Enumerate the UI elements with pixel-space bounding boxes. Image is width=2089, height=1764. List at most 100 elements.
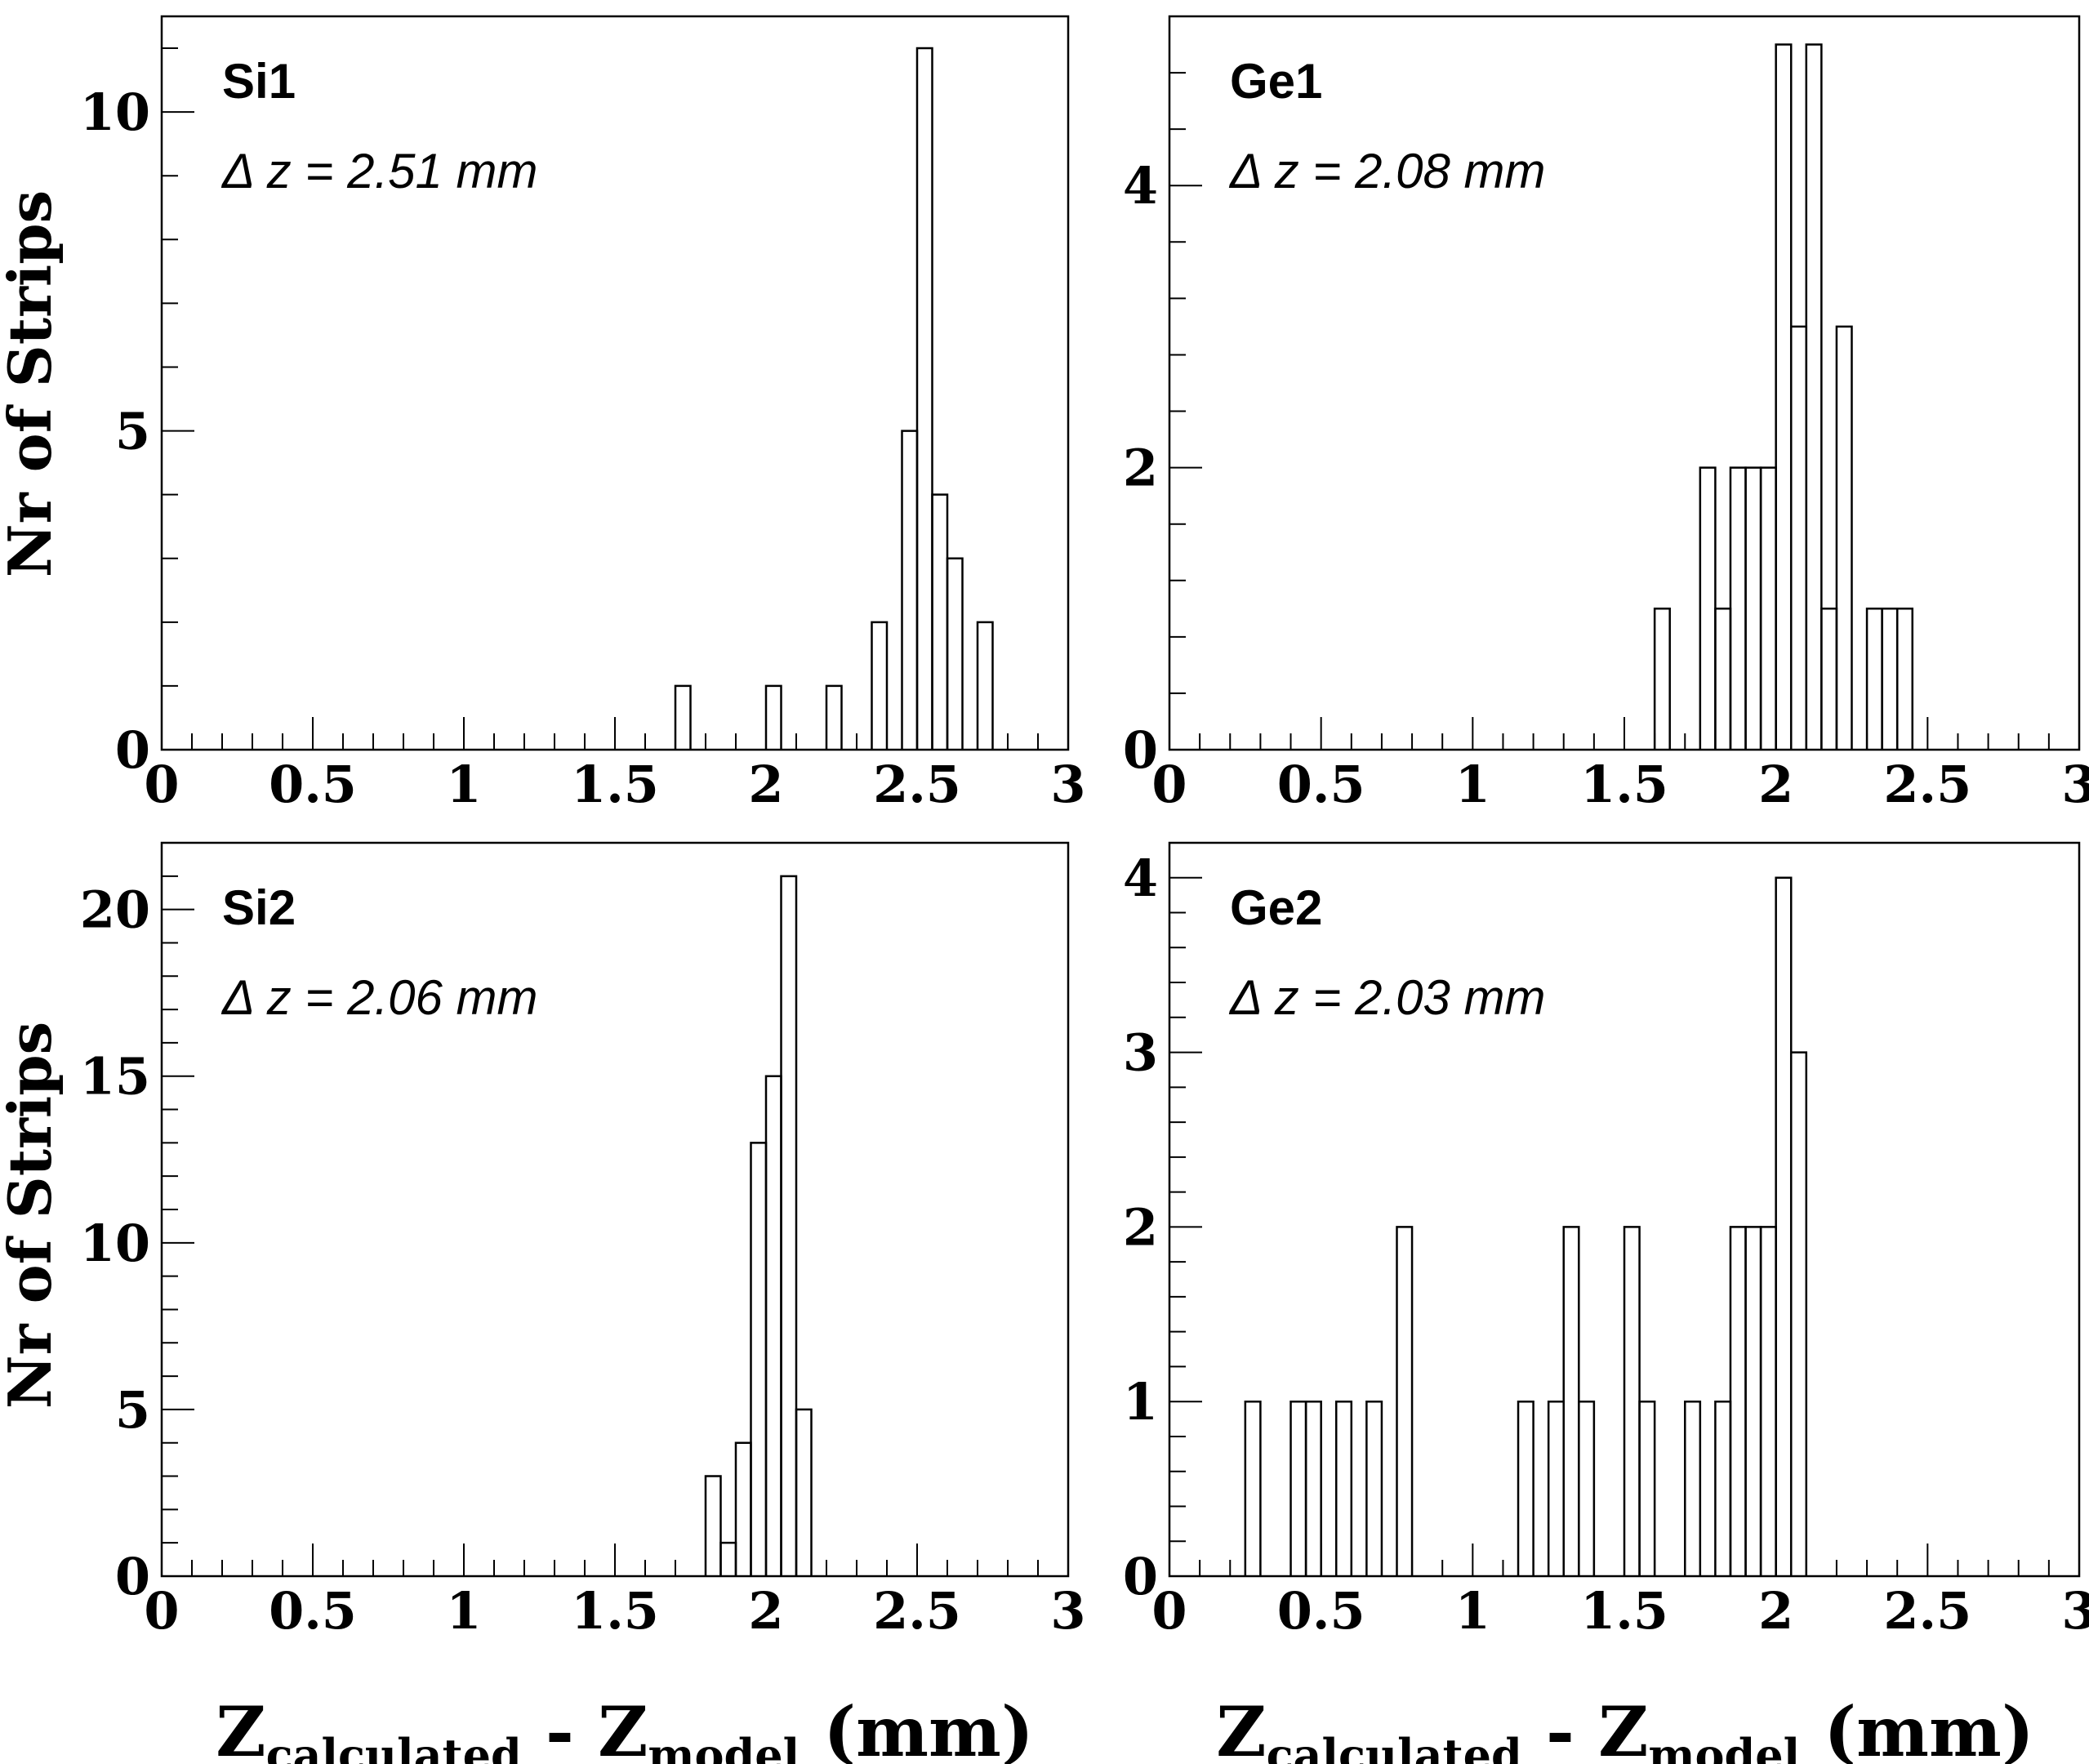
histogram-bin	[1744, 466, 1762, 750]
histogram-bin	[1244, 1400, 1262, 1576]
y-tick-label: 0	[1123, 720, 1158, 780]
x-tick-label: 3	[1050, 755, 1085, 814]
histogram-bin	[1789, 325, 1808, 750]
histogram-bin	[1578, 1400, 1596, 1576]
x-tick-label: 0	[1151, 755, 1187, 814]
histogram-bin	[976, 621, 994, 750]
histogram-bin	[795, 1408, 813, 1576]
histogram-bin	[1881, 608, 1899, 750]
y-tick-label: 2	[1123, 439, 1158, 498]
histogram-bin	[1789, 1051, 1808, 1576]
x-tick-label: 2.5	[1883, 1581, 1971, 1641]
histogram-bin	[764, 1075, 782, 1576]
x-tick-label: 0.5	[1277, 755, 1365, 814]
histogram-bin	[734, 1441, 752, 1576]
x-tick-label: 0.5	[269, 1581, 357, 1641]
x-axis-label-main: Z	[1216, 1691, 1266, 1764]
histogram-bin	[780, 875, 798, 1576]
y-tick-label: 10	[80, 82, 150, 142]
x-tick-label: 1.5	[571, 1581, 659, 1641]
panel-annotation: Δ z = 2.03 mm	[1228, 970, 1545, 1025]
histogram-bin	[1653, 608, 1671, 750]
x-tick-label: 2.5	[873, 755, 961, 814]
histogram-bin	[946, 557, 964, 750]
x-axis-label-sub1: calculated	[1267, 1729, 1522, 1764]
histogram-bin	[764, 684, 782, 750]
x-axis-label-sub2: model	[1648, 1729, 1800, 1764]
histogram-bin	[1895, 608, 1914, 750]
histogram-bin	[825, 684, 843, 750]
histogram-bin	[901, 430, 919, 750]
histogram-bin	[1820, 608, 1838, 750]
histogram-bin	[1775, 876, 1793, 1576]
panel-annotation: Δ z = 2.51 mm	[220, 144, 537, 198]
y-tick-label: 10	[80, 1214, 150, 1273]
y-axis-label-top: Nr of Strips	[0, 190, 65, 577]
panel-title: Si2	[222, 880, 296, 935]
histogram-bin	[1547, 1400, 1565, 1576]
histogram-bin	[1365, 1400, 1383, 1576]
x-tick-label: 0	[144, 1581, 179, 1641]
y-tick-label: 5	[115, 1380, 150, 1440]
x-tick-label: 2	[748, 755, 783, 814]
y-tick-label: 0	[1123, 1547, 1158, 1606]
x-axis-label-mid: - Z	[522, 1691, 648, 1764]
y-tick-label: 1	[1123, 1372, 1158, 1432]
x-axis-label-right: Zcalculated - Zmodel (mm)	[1216, 1691, 2033, 1764]
y-tick-label: 4	[1123, 849, 1158, 908]
y-tick-label: 20	[80, 880, 150, 940]
histogram-panel-ge2: 0 0.5 1 1.5 2 2.5 3 0 1 2 3 4 Ge2 Δ z = 2.03 mm	[1123, 841, 2089, 1641]
histogram-bin	[719, 1541, 737, 1576]
x-tick-label: 3	[2061, 1581, 2089, 1641]
x-tick-label: 1	[446, 755, 481, 814]
y-tick-label: 3	[1123, 1023, 1158, 1083]
histogram-bin	[1835, 325, 1853, 750]
panel-annotation: Δ z = 2.08 mm	[1228, 144, 1545, 198]
y-tick-label: 5	[115, 402, 150, 461]
histogram-bin	[1729, 466, 1747, 750]
x-tick-label: 1	[1455, 755, 1490, 814]
panel-title: Si1	[222, 54, 296, 109]
x-tick-label: 0	[144, 755, 179, 814]
plot-frame	[160, 841, 1070, 1578]
histogram-bin	[1623, 1226, 1641, 1576]
x-tick-label: 1.5	[1580, 1581, 1668, 1641]
histogram-bin	[1638, 1400, 1656, 1576]
histogram-bin	[1729, 1226, 1747, 1576]
x-tick-label: 0.5	[269, 755, 357, 814]
x-tick-label: 1	[1455, 1581, 1490, 1641]
x-axis-label-unit: (mm)	[800, 1691, 1034, 1764]
x-tick-label: 2	[1758, 1581, 1793, 1641]
histogram-bin	[674, 684, 692, 750]
histogram-panel-si2: 0 0.5 1 1.5 2 2.5 3 0 5 10 15 20 Si2 Δ z = 2.06 mm	[80, 841, 1086, 1641]
x-tick-label: 3	[2061, 755, 2089, 814]
x-tick-label: 2.5	[1883, 755, 1971, 814]
histogram-bin	[1865, 608, 1883, 750]
histogram-bin	[1334, 1400, 1353, 1576]
histogram-bin	[1517, 1400, 1534, 1576]
y-tick-label: 0	[115, 720, 150, 780]
histogram-panel-si1: 0 0.5 1 1.5 2 2.5 3 0 5 10 Si1 Δ z = 2.51 mm	[80, 15, 1086, 814]
x-axis-label-unit: (mm)	[1800, 1691, 2034, 1764]
x-axis-label-main: Z	[216, 1691, 265, 1764]
panel-title: Ge2	[1230, 880, 1322, 935]
x-tick-label: 1.5	[571, 755, 659, 814]
histogram-bin	[1759, 1226, 1777, 1576]
histogram-bin	[1684, 1400, 1702, 1576]
y-tick-label: 0	[115, 1547, 150, 1606]
histogram-bin	[915, 47, 933, 750]
histogram-bin	[931, 493, 949, 750]
histogram-bin	[1396, 1226, 1414, 1576]
histogram-bin	[1304, 1400, 1322, 1576]
histogram-bin	[1699, 466, 1717, 750]
x-axis-label-sub1: calculated	[266, 1729, 522, 1764]
x-axis-label-sub2: model	[648, 1729, 800, 1764]
histogram-bin	[750, 1142, 768, 1576]
panel-title: Ge1	[1230, 54, 1322, 109]
y-tick-label: 2	[1123, 1197, 1158, 1257]
x-tick-label: 2.5	[873, 1581, 961, 1641]
y-axis-label-bottom: Nr of Strips	[0, 1022, 65, 1409]
y-tick-label: 15	[80, 1047, 150, 1107]
